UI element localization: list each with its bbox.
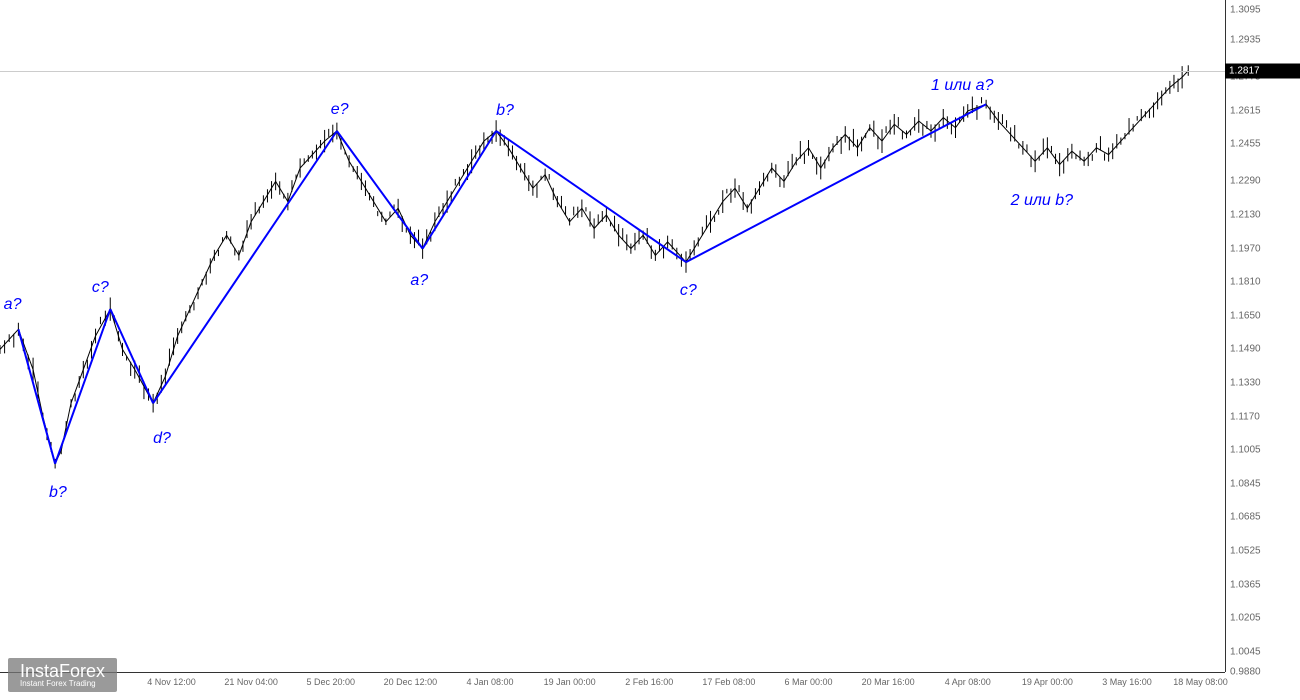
y-axis-label: 1.1170 — [1230, 411, 1260, 422]
x-axis-label: 18 May 08:00 — [1173, 677, 1228, 687]
y-axis-label: 1.0365 — [1230, 579, 1261, 590]
wave-label: 2 или b? — [1011, 192, 1073, 210]
x-axis-label: 4 Jan 08:00 — [466, 677, 513, 687]
logo-title: InstaForex — [20, 662, 105, 680]
x-axis-label: 4 Nov 12:00 — [147, 677, 196, 687]
y-axis-label: 1.2615 — [1230, 105, 1261, 116]
x-axis-label: 19 Apr 00:00 — [1022, 677, 1073, 687]
wave-label: e? — [331, 101, 349, 119]
y-axis-label: 1.1650 — [1230, 310, 1261, 321]
x-axis-label: 20 Dec 12:00 — [384, 677, 438, 687]
y-axis-label: 1.0525 — [1230, 546, 1261, 557]
y-axis-label: 0.9880 — [1230, 667, 1261, 678]
wave-label: 1 или a? — [931, 77, 993, 95]
x-axis-label: 19 Jan 00:00 — [544, 677, 596, 687]
y-axis-label: 1.2455 — [1230, 139, 1261, 150]
y-axis-label: 1.1330 — [1230, 378, 1261, 389]
wave-label: a? — [4, 296, 22, 314]
y-axis-label: 1.1970 — [1230, 243, 1261, 254]
x-axis-label: 2 Feb 16:00 — [625, 677, 673, 687]
wave-label: b? — [496, 102, 514, 120]
y-axis-label: 1.2935 — [1230, 35, 1261, 46]
wave-label: c? — [680, 282, 697, 300]
wave-label: a? — [410, 272, 428, 290]
y-axis-label: 1.1490 — [1230, 344, 1261, 355]
current-price-value: 1.2817 — [1229, 65, 1260, 76]
current-price-line — [0, 71, 1225, 72]
x-axis-label: 6 Mar 00:00 — [784, 677, 832, 687]
chart-area — [0, 0, 1225, 672]
x-axis-label: 4 Apr 08:00 — [945, 677, 991, 687]
y-axis-label: 1.0845 — [1230, 478, 1261, 489]
wave-label: b? — [49, 484, 67, 502]
y-axis-label: 1.3095 — [1230, 5, 1261, 16]
current-price-tag: 1.2817 — [1225, 63, 1300, 78]
x-axis-label: 3 May 16:00 — [1102, 677, 1152, 687]
y-axis-label: 1.2290 — [1230, 176, 1261, 187]
y-axis-label: 1.0685 — [1230, 512, 1261, 523]
x-axis: 4 Nov 12:00 21 Nov 04:00 5 Dec 20:00 20 Dec… — [0, 672, 1225, 700]
logo: InstaForex Instant Forex Trading — [8, 658, 117, 692]
x-axis-label: 5 Dec 20:00 — [306, 677, 355, 687]
logo-subtitle: Instant Forex Trading — [20, 680, 105, 688]
chart-svg — [0, 0, 1225, 672]
y-axis-label: 1.1005 — [1230, 445, 1261, 456]
y-axis-label: 1.0045 — [1230, 646, 1261, 657]
wave-label: c? — [92, 279, 109, 297]
y-axis-label: 1.0205 — [1230, 613, 1261, 624]
y-axis: 1.30951.29351.27751.26151.24551.22901.21… — [1225, 0, 1300, 672]
y-axis-label: 1.2130 — [1230, 210, 1261, 221]
y-axis-label: 1.1810 — [1230, 277, 1261, 288]
x-axis-label: 20 Mar 16:00 — [862, 677, 915, 687]
wave-label: d? — [153, 430, 171, 448]
x-axis-label: 17 Feb 08:00 — [702, 677, 755, 687]
x-axis-label: 21 Nov 04:00 — [224, 677, 278, 687]
